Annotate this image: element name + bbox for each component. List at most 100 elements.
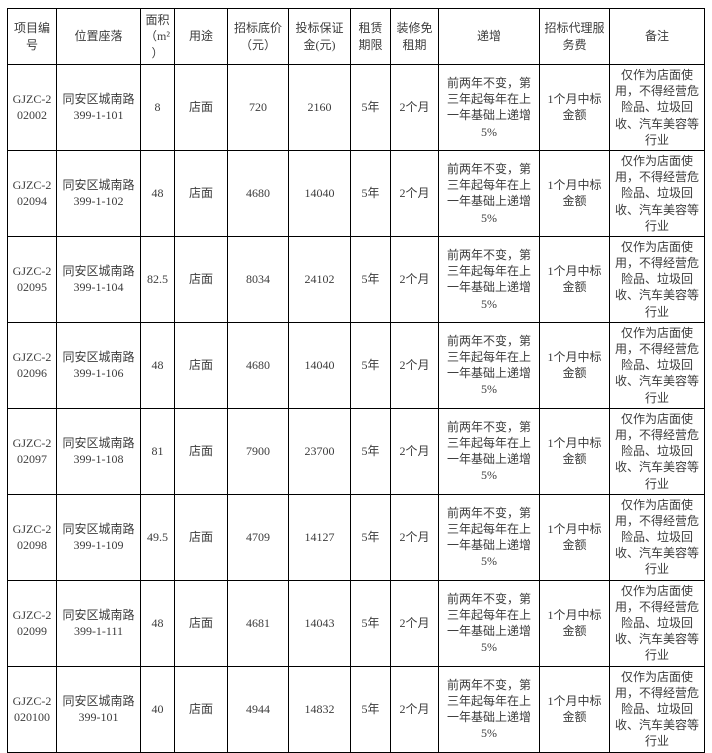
table-row: GJZC-202094 同安区城南路399-1-102 48 店面 4680 14040 5… — [7, 149, 705, 237]
cell-project_id: GJZC-202097 — [7, 407, 57, 495]
table-row: GJZC-2020100 同安区城南路399-101 40 店面 4944 14832 5年… — [7, 665, 705, 753]
table-row: GJZC-202002 同安区城南路399-1-101 8 店面 720 2160 5年 2个… — [7, 64, 705, 151]
cell-usage: 店面 — [174, 665, 228, 753]
cell-rent_free: 2个月 — [390, 235, 439, 323]
cell-rent_free: 2个月 — [390, 64, 439, 151]
cell-project_id: GJZC-202095 — [7, 235, 57, 323]
cell-area: 48 — [140, 149, 175, 237]
column-header-increment: 递增 — [438, 8, 540, 65]
cell-remarks: 仅作为店面使用，不得经营危险品、垃圾回收、汽车美容等行业 — [609, 665, 705, 753]
cell-remarks: 仅作为店面使用，不得经营危险品、垃圾回收、汽车美容等行业 — [609, 149, 705, 237]
cell-usage: 店面 — [174, 64, 228, 151]
cell-project_id: GJZC-2020100 — [7, 665, 57, 753]
table-row: GJZC-202099 同安区城南路399-1-111 48 店面 4681 14043 5… — [7, 579, 705, 667]
cell-project_id: GJZC-202096 — [7, 321, 57, 409]
cell-lease_term: 5年 — [350, 64, 391, 151]
column-header-area: 面积（m²） — [140, 8, 175, 65]
cell-rent_free: 2个月 — [390, 321, 439, 409]
table-body: GJZC-202002 同安区城南路399-1-101 8 店面 720 2160 5年 2个… — [7, 64, 705, 753]
cell-deposit: 14040 — [288, 149, 351, 237]
column-header-agency_fee: 招标代理服务费 — [539, 8, 610, 65]
cell-location: 同安区城南路399-1-108 — [56, 407, 141, 495]
cell-usage: 店面 — [174, 493, 228, 581]
cell-increment: 前两年不变，第三年起每年在上一年基础上递增 5% — [438, 493, 540, 581]
table-row: GJZC-202098 同安区城南路399-1-109 49.5 店面 4709 1412… — [7, 493, 705, 581]
cell-floor_price: 720 — [227, 64, 289, 151]
cell-rent_free: 2个月 — [390, 579, 439, 667]
cell-project_id: GJZC-202099 — [7, 579, 57, 667]
cell-floor_price: 4709 — [227, 493, 289, 581]
cell-agency_fee: 1个月中标金额 — [539, 149, 610, 237]
cell-location: 同安区城南路399-1-106 — [56, 321, 141, 409]
cell-project_id: GJZC-202094 — [7, 149, 57, 237]
cell-usage: 店面 — [174, 407, 228, 495]
cell-increment: 前两年不变，第三年起每年在上一年基础上递增 5% — [438, 579, 540, 667]
cell-project_id: GJZC-202098 — [7, 493, 57, 581]
cell-lease_term: 5年 — [350, 407, 391, 495]
table-row: GJZC-202095 同安区城南路399-1-104 82.5 店面 8034 2410… — [7, 235, 705, 323]
cell-area: 48 — [140, 321, 175, 409]
cell-deposit: 14040 — [288, 321, 351, 409]
cell-increment: 前两年不变，第三年起每年在上一年基础上递增 5% — [438, 321, 540, 409]
column-header-location: 位置座落 — [56, 8, 141, 65]
cell-floor_price: 4681 — [227, 579, 289, 667]
cell-area: 8 — [140, 64, 175, 151]
cell-deposit: 14832 — [288, 665, 351, 753]
cell-usage: 店面 — [174, 235, 228, 323]
cell-lease_term: 5年 — [350, 321, 391, 409]
cell-location: 同安区城南路399-101 — [56, 665, 141, 753]
cell-location: 同安区城南路399-1-109 — [56, 493, 141, 581]
cell-floor_price: 4680 — [227, 321, 289, 409]
cell-deposit: 2160 — [288, 64, 351, 151]
cell-remarks: 仅作为店面使用，不得经营危险品、垃圾回收、汽车美容等行业 — [609, 321, 705, 409]
document-page: 项目编号 位置座落 面积（m²） 用途 招标底价（元） 投标保证金(元) 租赁期限 装修免租期… — [7, 8, 705, 753]
column-header-usage: 用途 — [174, 8, 228, 65]
column-header-floor_price: 招标底价（元） — [227, 8, 289, 65]
column-header-lease_term: 租赁期限 — [350, 8, 391, 65]
cell-floor_price: 4680 — [227, 149, 289, 237]
cell-agency_fee: 1个月中标金额 — [539, 64, 610, 151]
cell-agency_fee: 1个月中标金额 — [539, 235, 610, 323]
cell-lease_term: 5年 — [350, 579, 391, 667]
table-head: 项目编号 位置座落 面积（m²） 用途 招标底价（元） 投标保证金(元) 租赁期限 装修免租期… — [7, 8, 705, 65]
cell-area: 48 — [140, 579, 175, 667]
cell-remarks: 仅作为店面使用，不得经营危险品、垃圾回收、汽车美容等行业 — [609, 407, 705, 495]
cell-remarks: 仅作为店面使用，不得经营危险品、垃圾回收、汽车美容等行业 — [609, 579, 705, 667]
cell-usage: 店面 — [174, 321, 228, 409]
cell-location: 同安区城南路399-1-111 — [56, 579, 141, 667]
cell-lease_term: 5年 — [350, 149, 391, 237]
cell-lease_term: 5年 — [350, 665, 391, 753]
cell-increment: 前两年不变，第三年起每年在上一年基础上递增 5% — [438, 235, 540, 323]
cell-floor_price: 8034 — [227, 235, 289, 323]
cell-remarks: 仅作为店面使用，不得经营危险品、垃圾回收、汽车美容等行业 — [609, 235, 705, 323]
cell-agency_fee: 1个月中标金额 — [539, 579, 610, 667]
cell-increment: 前两年不变，第三年起每年在上一年基础上递增 5% — [438, 149, 540, 237]
column-header-remarks: 备注 — [609, 8, 705, 65]
cell-location: 同安区城南路399-1-101 — [56, 64, 141, 151]
cell-location: 同安区城南路399-1-104 — [56, 235, 141, 323]
cell-remarks: 仅作为店面使用，不得经营危险品、垃圾回收、汽车美容等行业 — [609, 64, 705, 151]
cell-rent_free: 2个月 — [390, 493, 439, 581]
cell-rent_free: 2个月 — [390, 665, 439, 753]
cell-lease_term: 5年 — [350, 493, 391, 581]
cell-rent_free: 2个月 — [390, 407, 439, 495]
cell-deposit: 14043 — [288, 579, 351, 667]
cell-lease_term: 5年 — [350, 235, 391, 323]
cell-agency_fee: 1个月中标金额 — [539, 407, 610, 495]
cell-area: 40 — [140, 665, 175, 753]
tender-table: 项目编号 位置座落 面积（m²） 用途 招标底价（元） 投标保证金(元) 租赁期限 装修免租期… — [7, 8, 705, 753]
cell-agency_fee: 1个月中标金额 — [539, 321, 610, 409]
cell-agency_fee: 1个月中标金额 — [539, 493, 610, 581]
cell-deposit: 23700 — [288, 407, 351, 495]
cell-deposit: 24102 — [288, 235, 351, 323]
column-header-rent_free: 装修免租期 — [390, 8, 439, 65]
table-row: GJZC-202097 同安区城南路399-1-108 81 店面 7900 23700 5… — [7, 407, 705, 495]
column-header-project_id: 项目编号 — [7, 8, 57, 65]
cell-area: 49.5 — [140, 493, 175, 581]
cell-usage: 店面 — [174, 579, 228, 667]
column-header-deposit: 投标保证金(元) — [288, 8, 351, 65]
header-row: 项目编号 位置座落 面积（m²） 用途 招标底价（元） 投标保证金(元) 租赁期限 装修免租期… — [7, 8, 705, 65]
cell-increment: 前两年不变，第三年起每年在上一年基础上递增 5% — [438, 665, 540, 753]
cell-area: 81 — [140, 407, 175, 495]
cell-increment: 前两年不变，第三年起每年在上一年基础上递增 5% — [438, 407, 540, 495]
